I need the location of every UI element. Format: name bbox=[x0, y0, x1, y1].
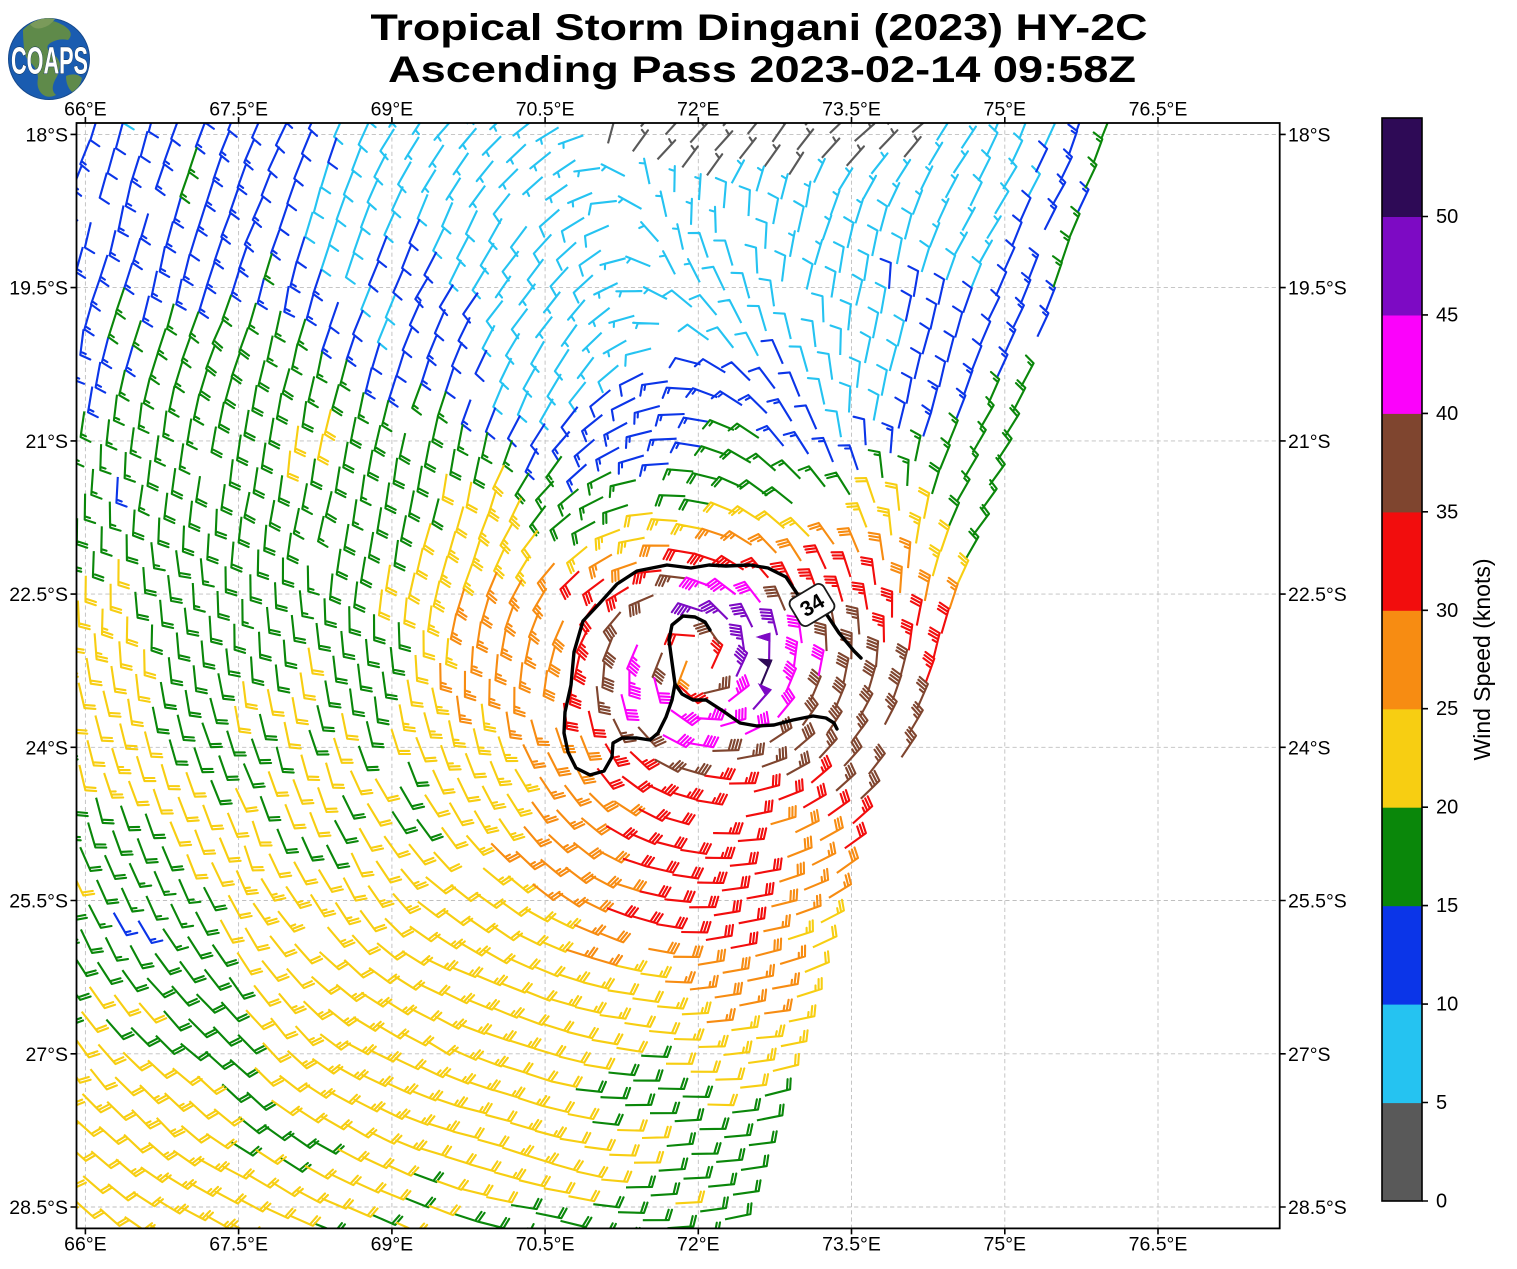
svg-text:5: 5 bbox=[1436, 1092, 1447, 1114]
svg-text:72°E: 72°E bbox=[677, 99, 720, 121]
svg-text:66°E: 66°E bbox=[64, 99, 107, 121]
svg-text:30: 30 bbox=[1436, 600, 1458, 622]
svg-text:40: 40 bbox=[1436, 403, 1458, 425]
svg-text:28.5°S: 28.5°S bbox=[1288, 1197, 1347, 1219]
svg-text:0: 0 bbox=[1436, 1191, 1447, 1213]
svg-text:24°S: 24°S bbox=[1288, 737, 1331, 759]
svg-text:19.5°S: 19.5°S bbox=[1288, 278, 1347, 300]
svg-text:18°S: 18°S bbox=[26, 124, 69, 146]
svg-text:15: 15 bbox=[1436, 895, 1458, 917]
svg-text:72°E: 72°E bbox=[677, 1234, 720, 1256]
svg-text:19.5°S: 19.5°S bbox=[9, 278, 68, 300]
svg-text:28.5°S: 28.5°S bbox=[9, 1197, 68, 1219]
svg-text:COAPS: COAPS bbox=[11, 41, 88, 83]
svg-text:67.5°E: 67.5°E bbox=[209, 1234, 268, 1256]
svg-text:70.5°E: 70.5°E bbox=[516, 1234, 575, 1256]
svg-text:20: 20 bbox=[1436, 797, 1458, 819]
svg-text:Tropical Storm Dingani (2023): Tropical Storm Dingani (2023) HY-2C bbox=[371, 6, 1148, 48]
svg-text:73.5°E: 73.5°E bbox=[822, 99, 881, 121]
svg-text:76.5°E: 76.5°E bbox=[1129, 1234, 1188, 1256]
svg-text:75°E: 75°E bbox=[984, 99, 1027, 121]
svg-text:67.5°E: 67.5°E bbox=[209, 99, 268, 121]
svg-text:35: 35 bbox=[1436, 501, 1458, 523]
svg-text:Ascending Pass 2023-02-14 09:5: Ascending Pass 2023-02-14 09:58Z bbox=[388, 48, 1136, 90]
svg-text:21°S: 21°S bbox=[1288, 431, 1331, 453]
svg-text:21°S: 21°S bbox=[26, 431, 69, 453]
svg-text:24°S: 24°S bbox=[26, 737, 69, 759]
svg-text:22.5°S: 22.5°S bbox=[1288, 584, 1347, 606]
svg-text:70.5°E: 70.5°E bbox=[516, 99, 575, 121]
svg-text:Wind Speed (knots): Wind Speed (knots) bbox=[1469, 559, 1495, 761]
svg-text:10: 10 bbox=[1436, 994, 1458, 1016]
svg-text:27°S: 27°S bbox=[26, 1044, 69, 1066]
svg-text:66°E: 66°E bbox=[64, 1234, 107, 1256]
svg-text:50: 50 bbox=[1436, 206, 1458, 228]
svg-text:73.5°E: 73.5°E bbox=[822, 1234, 881, 1256]
svg-text:69°E: 69°E bbox=[371, 99, 414, 121]
svg-text:69°E: 69°E bbox=[371, 1234, 414, 1256]
svg-text:27°S: 27°S bbox=[1288, 1044, 1331, 1066]
svg-text:18°S: 18°S bbox=[1288, 124, 1331, 146]
svg-text:76.5°E: 76.5°E bbox=[1129, 99, 1188, 121]
svg-text:45: 45 bbox=[1436, 304, 1458, 326]
svg-text:75°E: 75°E bbox=[984, 1234, 1027, 1256]
svg-text:22.5°S: 22.5°S bbox=[9, 584, 68, 606]
svg-text:25: 25 bbox=[1436, 698, 1458, 720]
svg-text:25.5°S: 25.5°S bbox=[9, 891, 68, 913]
svg-text:25.5°S: 25.5°S bbox=[1288, 891, 1347, 913]
